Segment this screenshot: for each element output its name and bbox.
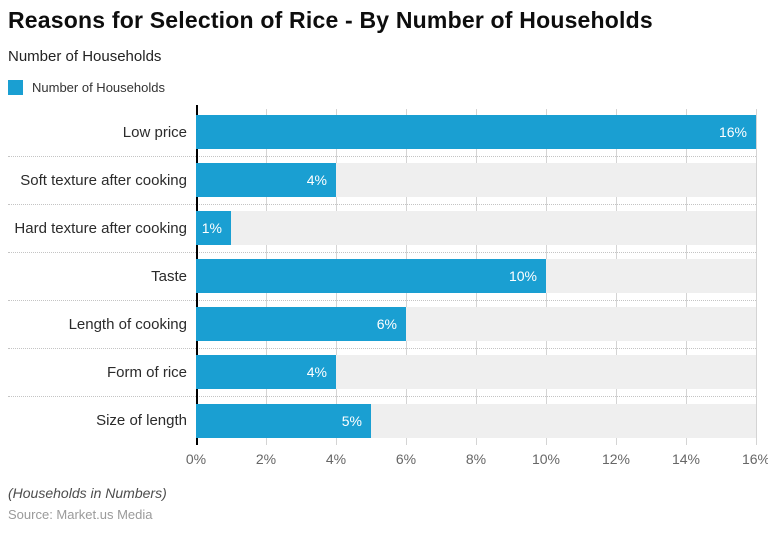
bar-value-label: 4% xyxy=(306,172,327,189)
chart-subtitle: Number of Households xyxy=(8,47,162,65)
chart-row: Soft texture after cooking 4% xyxy=(8,157,756,205)
gridline xyxy=(756,108,757,445)
bar: 4% xyxy=(196,355,336,390)
category-label: Length of cooking xyxy=(68,315,187,333)
bar-track: 1% xyxy=(196,211,756,246)
x-axis-tick-label: 2% xyxy=(255,450,277,467)
bar-track: 5% xyxy=(196,403,756,438)
bar: 4% xyxy=(196,163,336,198)
legend-swatch-icon xyxy=(8,79,23,95)
source-credit: Source: Market.us Media xyxy=(8,506,153,522)
chart-row: Hard texture after cooking 1% xyxy=(8,205,756,253)
x-axis-tick-label: 4% xyxy=(325,450,347,467)
category-label: Form of rice xyxy=(106,363,187,381)
bar-value-label: 5% xyxy=(341,412,362,429)
chart-row: Low price 16% xyxy=(8,109,756,157)
bar-track: 10% xyxy=(196,259,756,294)
footnote: (Households in Numbers) xyxy=(8,484,167,501)
chart-row: Form of rice 4% xyxy=(8,349,756,397)
x-axis-tick-label: 8% xyxy=(465,450,487,467)
x-axis-tick-label: 12% xyxy=(601,450,631,467)
category-label: Size of length xyxy=(96,412,187,430)
bar-value-label: 16% xyxy=(718,124,747,141)
category-label: Soft texture after cooking xyxy=(20,171,187,189)
legend: Number of Households xyxy=(8,79,756,95)
x-axis-tick-label: 10% xyxy=(531,450,561,467)
chart-title: Reasons for Selection of Rice - By Numbe… xyxy=(8,7,653,33)
x-axis-tick-label: 6% xyxy=(395,450,417,467)
bar-chart: Low price 16% Soft texture after cooking 4%… xyxy=(8,104,768,473)
bar: 10% xyxy=(196,259,546,294)
chart-row: Taste 10% xyxy=(8,253,756,301)
category-label: Taste xyxy=(151,267,187,285)
bar-value-label: 1% xyxy=(201,220,222,237)
bar-track: 4% xyxy=(196,163,756,198)
chart-footer: (Households in Numbers) Source: Market.u… xyxy=(8,485,756,522)
x-axis-tick-label: 14% xyxy=(671,450,701,467)
bar-value-label: 4% xyxy=(306,364,327,381)
bar-value-label: 10% xyxy=(508,268,537,285)
bar: 6% xyxy=(196,307,406,342)
bar-track: 4% xyxy=(196,355,756,390)
x-axis-tick-label: 16% xyxy=(741,450,768,467)
bar: 5% xyxy=(196,403,371,438)
bar: 1% xyxy=(196,211,231,246)
plot-area: Low price 16% Soft texture after cooking 4%… xyxy=(8,104,757,445)
bar-track: 16% xyxy=(196,115,756,150)
legend-label: Number of Households xyxy=(32,79,165,95)
category-label: Hard texture after cooking xyxy=(14,219,187,237)
bar-track: 6% xyxy=(196,307,756,342)
category-label: Low price xyxy=(122,123,187,141)
x-axis-tick-label: 0% xyxy=(185,450,207,467)
bar-value-label: 6% xyxy=(376,316,397,333)
x-axis: 0% 2% 4% 6% 8% 10% 12% 14% 16% xyxy=(8,445,768,473)
chart-row: Length of cooking 6% xyxy=(8,301,756,349)
chart-row: Size of length 5% xyxy=(8,397,756,445)
bar: 16% xyxy=(196,115,756,150)
